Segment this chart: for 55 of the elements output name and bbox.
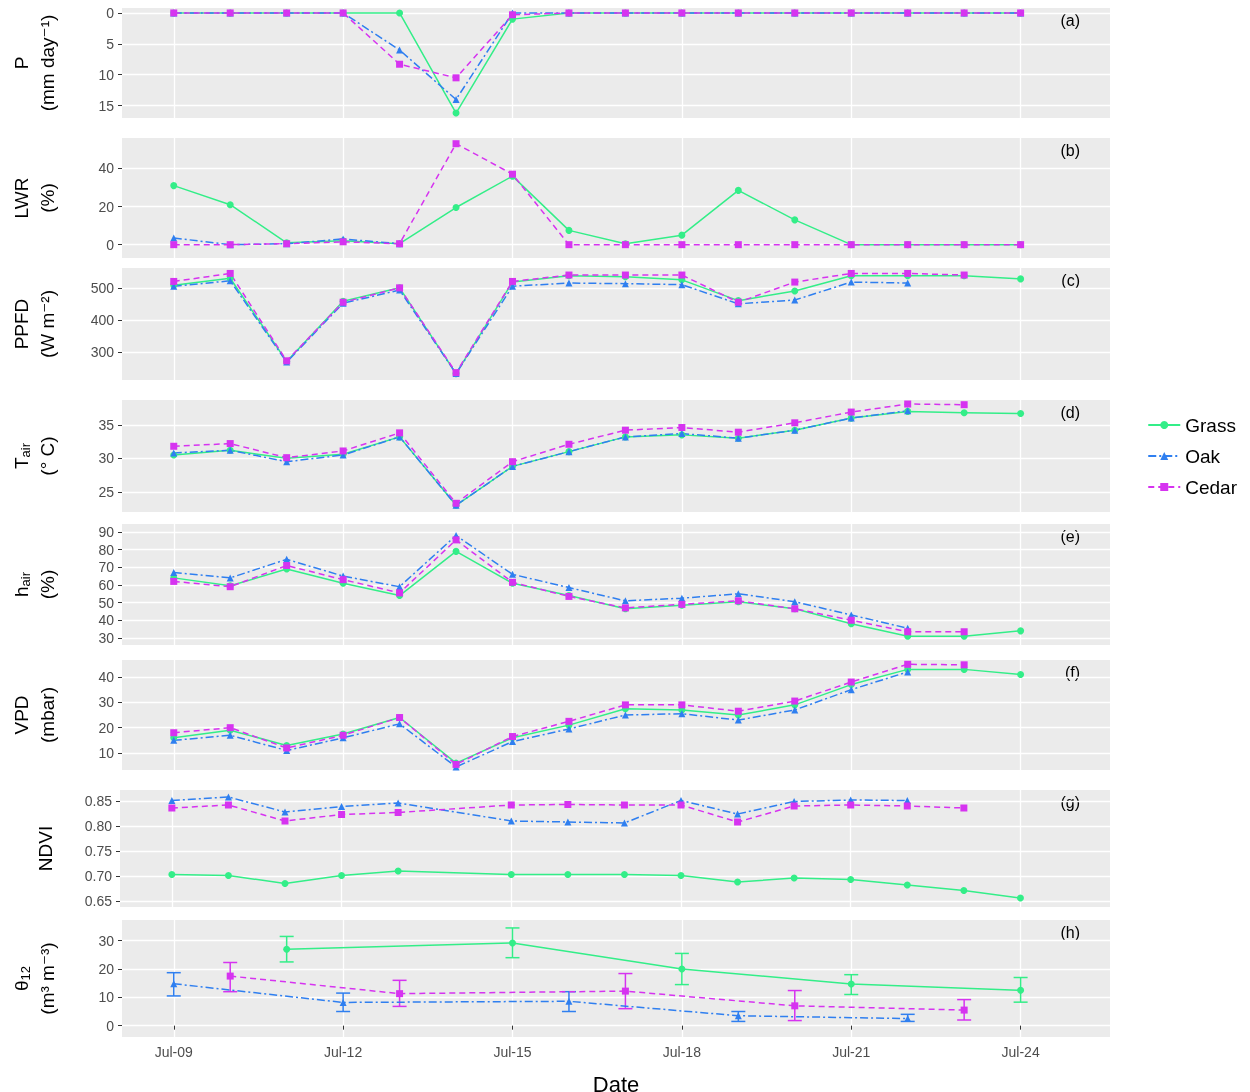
y-tick-label: 90 <box>98 523 115 540</box>
y-tick-label: 20 <box>98 961 115 978</box>
x-tick-label: Jul-18 <box>662 1044 702 1060</box>
y-tick-label: 30 <box>98 694 115 711</box>
y-tick-label: 500 <box>90 279 115 296</box>
x-tick-label: Jul-15 <box>493 1044 532 1060</box>
y-tick-label: 10 <box>98 989 115 1006</box>
y-tick-label: 40 <box>98 668 115 685</box>
y-tick-label: 30 <box>98 932 115 949</box>
x-tick-label: Jul-09 <box>154 1044 194 1060</box>
y-tick-label: 30 <box>98 629 115 646</box>
y-tick-label: 0 <box>106 4 115 21</box>
annotation: (c) <box>1061 271 1080 289</box>
y-axis-title: VPD (mbar) <box>10 687 58 743</box>
y-tick-label: 30 <box>98 450 115 467</box>
y-tick-label: 0.85 <box>84 793 113 809</box>
annotation: (e) <box>1060 527 1081 545</box>
x-tick-label: Jul-21 <box>832 1044 871 1060</box>
y-tick-label: 35 <box>98 416 115 433</box>
y-tick-label: 25 <box>98 483 115 500</box>
y-axis-title: NDVI <box>34 825 56 872</box>
y-tick-label: 300 <box>90 343 115 360</box>
y-tick-label: 15 <box>98 97 115 114</box>
y-axis-title: LWR (%) <box>10 177 58 219</box>
y-tick-label: 0.75 <box>84 843 113 859</box>
annotation: (h) <box>1060 923 1081 941</box>
y-tick-label: 70 <box>98 559 115 576</box>
y-axis-title: P (mm day⁻¹) <box>10 14 58 112</box>
y-tick-label: 20 <box>98 198 115 215</box>
y-tick-label: 400 <box>90 311 115 328</box>
y-tick-label: 20 <box>98 719 115 736</box>
y-tick-label: 40 <box>98 160 115 177</box>
y-tick-label: 10 <box>98 745 115 762</box>
y-tick-label: 0.70 <box>84 868 113 884</box>
x-tick-label: Jul-12 <box>324 1044 363 1060</box>
y-tick-label: 0.80 <box>84 818 113 834</box>
x-tick-label: Jul-24 <box>1001 1044 1040 1060</box>
legend-label: Oak <box>1185 445 1221 467</box>
annotation: (f) <box>1064 663 1081 681</box>
y-tick-label: 0 <box>106 1017 115 1034</box>
annotation: (d) <box>1060 403 1081 421</box>
y-tick-label: 5 <box>106 35 115 52</box>
annotation: (b) <box>1060 141 1081 159</box>
legend-label: Cedar <box>1185 476 1238 498</box>
y-tick-label: 0.65 <box>84 893 113 909</box>
y-tick-label: 40 <box>98 612 115 629</box>
x-axis-title: Date <box>592 1071 640 1092</box>
y-tick-label: 50 <box>98 594 115 611</box>
legend-label: Grass <box>1185 414 1236 436</box>
y-tick-label: 0 <box>106 236 115 253</box>
y-tick-label: 10 <box>98 66 115 83</box>
annotation: (a) <box>1060 11 1081 29</box>
y-axis-title: PPFD (W m⁻²) <box>10 289 58 359</box>
y-tick-label: 80 <box>98 541 115 558</box>
y-tick-label: 60 <box>98 576 115 593</box>
